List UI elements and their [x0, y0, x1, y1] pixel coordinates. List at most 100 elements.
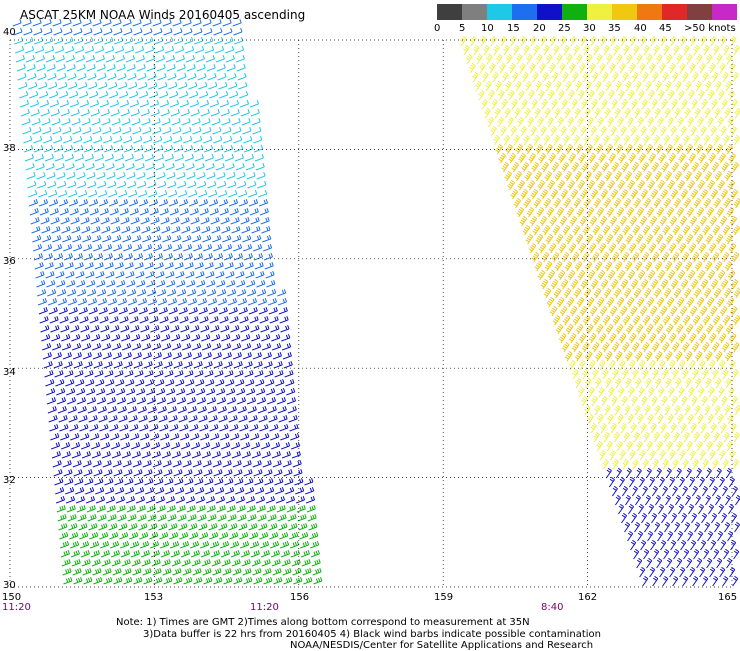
wind-barb: [148, 514, 156, 521]
wind-barb: [99, 91, 107, 98]
wind-barb: [589, 63, 595, 73]
wind-barb: [120, 433, 128, 440]
wind-barb: [169, 307, 177, 314]
wind-barb: [638, 387, 644, 397]
wind-barb: [675, 378, 681, 388]
wind-barb: [665, 495, 670, 505]
wind-barb: [158, 514, 166, 521]
wind-barb: [230, 424, 238, 431]
wind-barb: [104, 478, 112, 485]
wind-barb: [258, 406, 266, 413]
wind-barb: [163, 136, 171, 143]
wind-barb: [173, 136, 181, 143]
wind-barb: [62, 559, 70, 566]
wind-barb: [277, 397, 285, 404]
wind-barb: [54, 28, 62, 35]
wind-barb: [204, 37, 212, 44]
wind-barb: [209, 307, 217, 314]
wind-barb: [666, 234, 673, 244]
wind-barb: [731, 540, 736, 550]
wind-barb: [70, 208, 78, 215]
wind-barb: [53, 136, 61, 143]
wind-barb: [688, 270, 695, 280]
wind-barb: [608, 117, 614, 127]
wind-barb: [578, 270, 585, 280]
wind-barb: [574, 198, 581, 208]
wind-barb: [73, 568, 81, 575]
wind-barb: [541, 126, 547, 136]
wind-barb: [124, 361, 132, 368]
wind-barb: [705, 171, 712, 181]
wind-barb: [701, 540, 706, 550]
wind-barb: [209, 199, 217, 206]
wind-barb: [618, 387, 624, 397]
wind-barb: [153, 568, 161, 575]
wind-barb: [557, 207, 564, 217]
wind-barb: [242, 118, 250, 125]
wind-barb: [278, 406, 286, 413]
wind-barb: [572, 252, 579, 262]
wind-barb: [100, 208, 108, 215]
wind-barb: [225, 262, 233, 269]
wind-barb: [592, 162, 599, 172]
wind-barb: [725, 495, 730, 505]
wind-barb: [623, 45, 629, 55]
wind-barb: [705, 495, 710, 505]
wind-barb: [256, 280, 264, 287]
wind-barb: [646, 54, 652, 64]
wind-barb: [581, 396, 587, 406]
wind-barb: [631, 279, 638, 289]
wind-barb: [680, 450, 686, 460]
wind-barb: [635, 171, 642, 181]
wind-barb: [615, 495, 620, 505]
wind-barb: [67, 505, 75, 512]
wind-barb: [202, 226, 210, 233]
wind-barb: [724, 135, 730, 145]
wind-barb: [256, 496, 264, 503]
wind-barb: [172, 451, 180, 458]
wind-barb: [269, 532, 277, 539]
wind-barb: [102, 235, 110, 242]
wind-barb: [127, 397, 135, 404]
wind-barb: [72, 559, 80, 566]
wind-barb: [581, 126, 587, 136]
wind-barb: [536, 54, 542, 64]
wind-barb: [632, 72, 638, 82]
wind-barb: [204, 361, 212, 368]
wind-barb: [594, 288, 601, 298]
wind-barb: [585, 171, 592, 181]
wind-barb: [692, 486, 697, 496]
wind-barb: [71, 217, 79, 224]
wind-barb: [203, 460, 211, 467]
wind-barb: [255, 262, 263, 269]
wind-barb: [532, 162, 539, 172]
wind-barb: [688, 117, 694, 127]
wind-barb: [681, 513, 686, 523]
wind-barb: [47, 289, 55, 296]
wind-barb: [237, 289, 245, 296]
wind-barb: [187, 181, 195, 188]
wind-barb: [36, 271, 44, 278]
wind-barb: [133, 19, 141, 26]
wind-barb: [540, 216, 547, 226]
wind-barb: [113, 568, 121, 575]
wind-barb: [87, 397, 95, 404]
wind-barb: [623, 315, 630, 325]
wind-barb: [73, 577, 81, 584]
wind-barb: [190, 208, 198, 215]
wind-barb: [271, 325, 279, 332]
wind-barb: [587, 297, 594, 307]
wind-barb: [634, 405, 640, 415]
wind-barb: [679, 90, 685, 100]
wind-barb: [225, 154, 233, 161]
wind-barb: [683, 225, 690, 235]
wind-barb: [656, 324, 663, 334]
wind-barb: [104, 361, 112, 368]
wind-barb: [65, 46, 73, 53]
wind-barb: [131, 109, 139, 116]
wind-barb: [722, 342, 729, 352]
wind-barb: [538, 180, 545, 190]
wind-barb: [114, 361, 122, 368]
wind-barb: [140, 208, 148, 215]
wind-barb: [591, 423, 597, 433]
